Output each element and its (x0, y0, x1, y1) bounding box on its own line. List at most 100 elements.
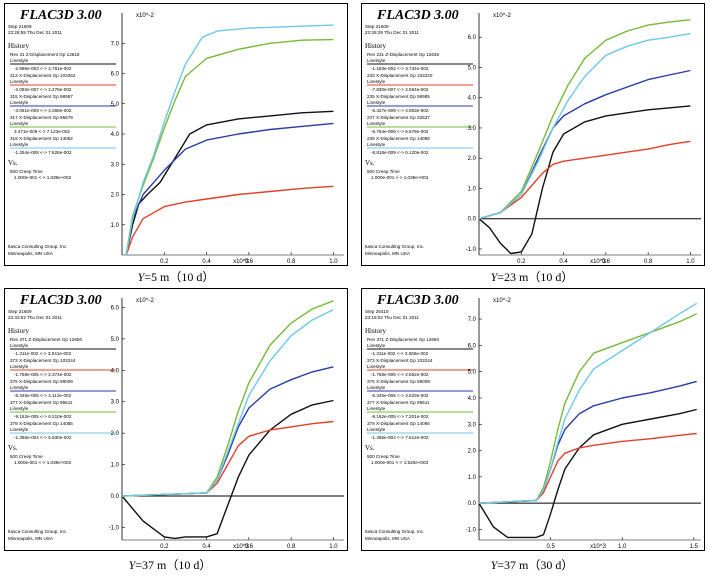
y-unit-label: x10^-2 (136, 13, 154, 19)
legend-series-title: 373 X-Displacement Gp 103244 (10, 358, 76, 363)
y-tick-label: 5.0 (468, 370, 477, 376)
y-unit-label: x10^-2 (136, 298, 154, 304)
y-tick-label: 5.0 (111, 102, 120, 108)
legend-linestyle-label: Linestyle (10, 121, 29, 126)
flac-logo: FLAC3D 3.00 (19, 8, 102, 23)
series-line-cyan (478, 302, 698, 504)
legend-range: -3.061e-009 <-> 4.368e-002 (14, 108, 72, 113)
x-tick-label: 0.2 (160, 544, 169, 550)
y-tick-label: 1.0 (111, 463, 120, 469)
caption-2-text: =23 m（10 d） (497, 270, 574, 284)
x-tick-label: 0.4 (202, 259, 211, 265)
legend-series-title: 377 X-Displacement Gp 95611 (10, 400, 73, 405)
step-label: Step 26416 (365, 309, 389, 314)
legend-series-title: 239 X-Displacement Gp 14086 (367, 136, 430, 141)
y-tick-label: 5.0 (111, 337, 120, 343)
x-tick-label: 0.2 (517, 259, 526, 265)
vs-variable: 500 Creep Time (10, 169, 43, 174)
legend-series-title: 319 X-Displacement Gp 14062 (10, 136, 73, 141)
x-tick-label: 0.2 (160, 259, 169, 265)
datetime-label: 23:28:29 Thu Dec 01 2011 (365, 30, 419, 35)
legend-series-title: 315 X-Displacement Gp 98957 (10, 94, 73, 99)
datetime-label: 23:28:55 Thu Dec 01 2011 (8, 30, 62, 35)
legend-linestyle-label: Linestyle (10, 343, 29, 348)
x-tick-label: 1.0 (618, 544, 627, 550)
x-tick-label: 0.4 (202, 544, 211, 550)
y-tick-label: 7.0 (468, 317, 477, 323)
legend-range: -1.365e-004 <-> 5.930e-002 (14, 435, 72, 440)
legend-linestyle-label: Linestyle (367, 427, 386, 432)
legend-linestyle-label: Linestyle (367, 100, 386, 105)
legend-linestyle-label: Linestyle (10, 364, 29, 369)
caption-3-text: =37 m（10 d） (135, 558, 212, 572)
vs-range: 1.000e-001 <-> 1.039e+003 (14, 175, 72, 180)
legend-series-title: 379 X-Displacement Gp 14085 (367, 421, 430, 426)
legend-range: -1.758e-005 <-> 2.652e-002 (371, 372, 429, 377)
legend-series-title: Rev 31 Z-Displacement Gp 12618 (10, 52, 80, 57)
series-line-red (121, 420, 334, 497)
vs-range: 1.000e-001 <-> 1.039e+003 (371, 175, 429, 180)
legend-linestyle-label: Linestyle (10, 79, 29, 84)
series-line-green (478, 19, 691, 220)
vs-label: Vs. (8, 159, 18, 167)
series-line-green (121, 300, 334, 497)
y-tick-label: 1.0 (468, 186, 477, 192)
y-tick-label: 4.0 (111, 368, 120, 374)
legend-range: -7.830e-007 <-> 2.564e-002 (371, 87, 429, 92)
x-unit-label: x10^3 (590, 544, 606, 550)
vs-variable: 500 Creep Time (367, 454, 400, 459)
caption-2-var: Y (490, 270, 498, 284)
legend-linestyle-label: Linestyle (367, 364, 386, 369)
footer-location: Minneapolis, MN USA (365, 536, 411, 541)
legend-linestyle-label: Linestyle (367, 406, 386, 411)
y-tick-label: 0.0 (468, 217, 477, 223)
legend-range: -5.345e-005 <-> 4.633e-002 (371, 393, 429, 398)
legend-series-title: Rev 371 Z-Displacement Gp 12650 (367, 337, 439, 342)
series-line-red (125, 185, 334, 256)
legend-series-title: 233 X-Displacement Gp 103220 (367, 73, 433, 78)
legend-linestyle-label: Linestyle (10, 58, 29, 63)
caption-1-text: =5 m（10 d） (144, 270, 215, 284)
y-tick-label: 2.0 (468, 449, 477, 455)
x-tick-label: 0.6 (245, 544, 254, 550)
y-tick-label: 2.0 (468, 156, 477, 162)
legend-range: -9.162e-005 <-> 6.210e-002 (14, 414, 72, 419)
y-tick-label: 4.0 (468, 96, 477, 102)
y-tick-label: 2.0 (111, 431, 120, 437)
series-line-red (478, 140, 691, 220)
caption-4-text: =37 m（30 d） (497, 558, 574, 572)
y-tick-label: 3.0 (468, 422, 477, 428)
legend-range: -2.986e-003 <-> 4.761e-002 (14, 66, 72, 71)
x-tick-label: 0.4 (559, 259, 568, 265)
y-tick-label: 3.0 (111, 162, 120, 168)
caption-1: Y=5 m（10 d） (76, 268, 276, 285)
history-heading: History (8, 42, 30, 50)
y-tick-label: -1.0 (466, 527, 477, 533)
step-label: Step 21609 (365, 24, 389, 29)
y-tick-label: 2.0 (111, 193, 120, 199)
legend-range: -8.818e-009 <-> 6.120e-002 (371, 150, 429, 155)
series-line-blue (125, 122, 334, 256)
legend-range: -1.183e-002 <-> 3.734e-002 (371, 66, 429, 71)
series-line-red (478, 432, 697, 504)
legend-range: -2.092e-007 <-> 2.276e-002 (14, 87, 72, 92)
panel-border (361, 3, 705, 266)
vs-variable: 500 Creep Time (367, 169, 400, 174)
legend-range: -6.764e-009 <-> 6.578e-002 (371, 129, 429, 134)
legend-linestyle-label: Linestyle (367, 343, 386, 348)
x-tick-label: 0.6 (602, 259, 611, 265)
y-tick-label: 0.0 (468, 501, 477, 507)
legend-range: -1.254e-008 <-> 7.626e-002 (14, 150, 72, 155)
series-line-black (478, 408, 697, 539)
footer-location: Minneapolis, MN USA (8, 251, 54, 256)
legend-series-title: Rev 231 Z-Displacement Gp 12636 (367, 52, 439, 57)
legend-linestyle-label: Linestyle (367, 121, 386, 126)
series-line-cyan (125, 24, 334, 256)
y-unit-label: x10^-2 (493, 298, 511, 304)
legend-series-title: Rev 371 Z-Displacement Gp 12650 (10, 337, 82, 342)
caption-3: Y=37 m（10 d） (70, 556, 270, 573)
legend-range: -1.311e-002 <-> 3.565e-002 (371, 351, 429, 356)
chart-panel-1: FLAC3D 3.00 Step 21609 23:28:55 Thu Dec 01… (4, 3, 348, 266)
legend-series-title: 375 X-Displacement Gp 99009 (367, 379, 430, 384)
